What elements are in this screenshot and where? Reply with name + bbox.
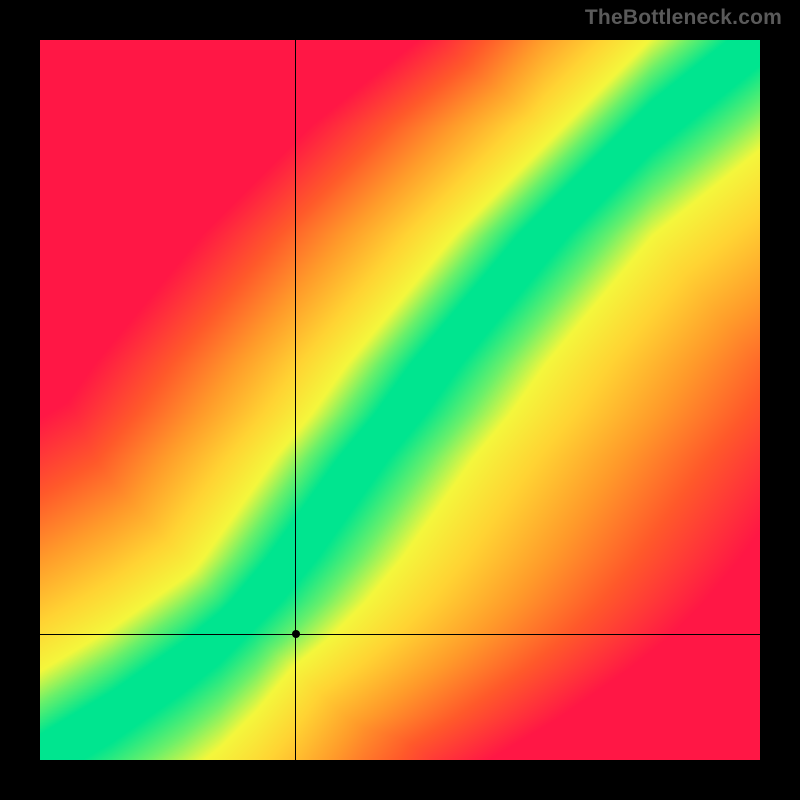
watermark-text: TheBottleneck.com [585, 6, 782, 30]
crosshair-horizontal [40, 634, 760, 635]
chart-container: TheBottleneck.com [0, 0, 800, 800]
crosshair-dot [292, 630, 300, 638]
plot-area [40, 40, 760, 760]
crosshair-vertical [295, 40, 296, 760]
heatmap-canvas [40, 40, 760, 760]
